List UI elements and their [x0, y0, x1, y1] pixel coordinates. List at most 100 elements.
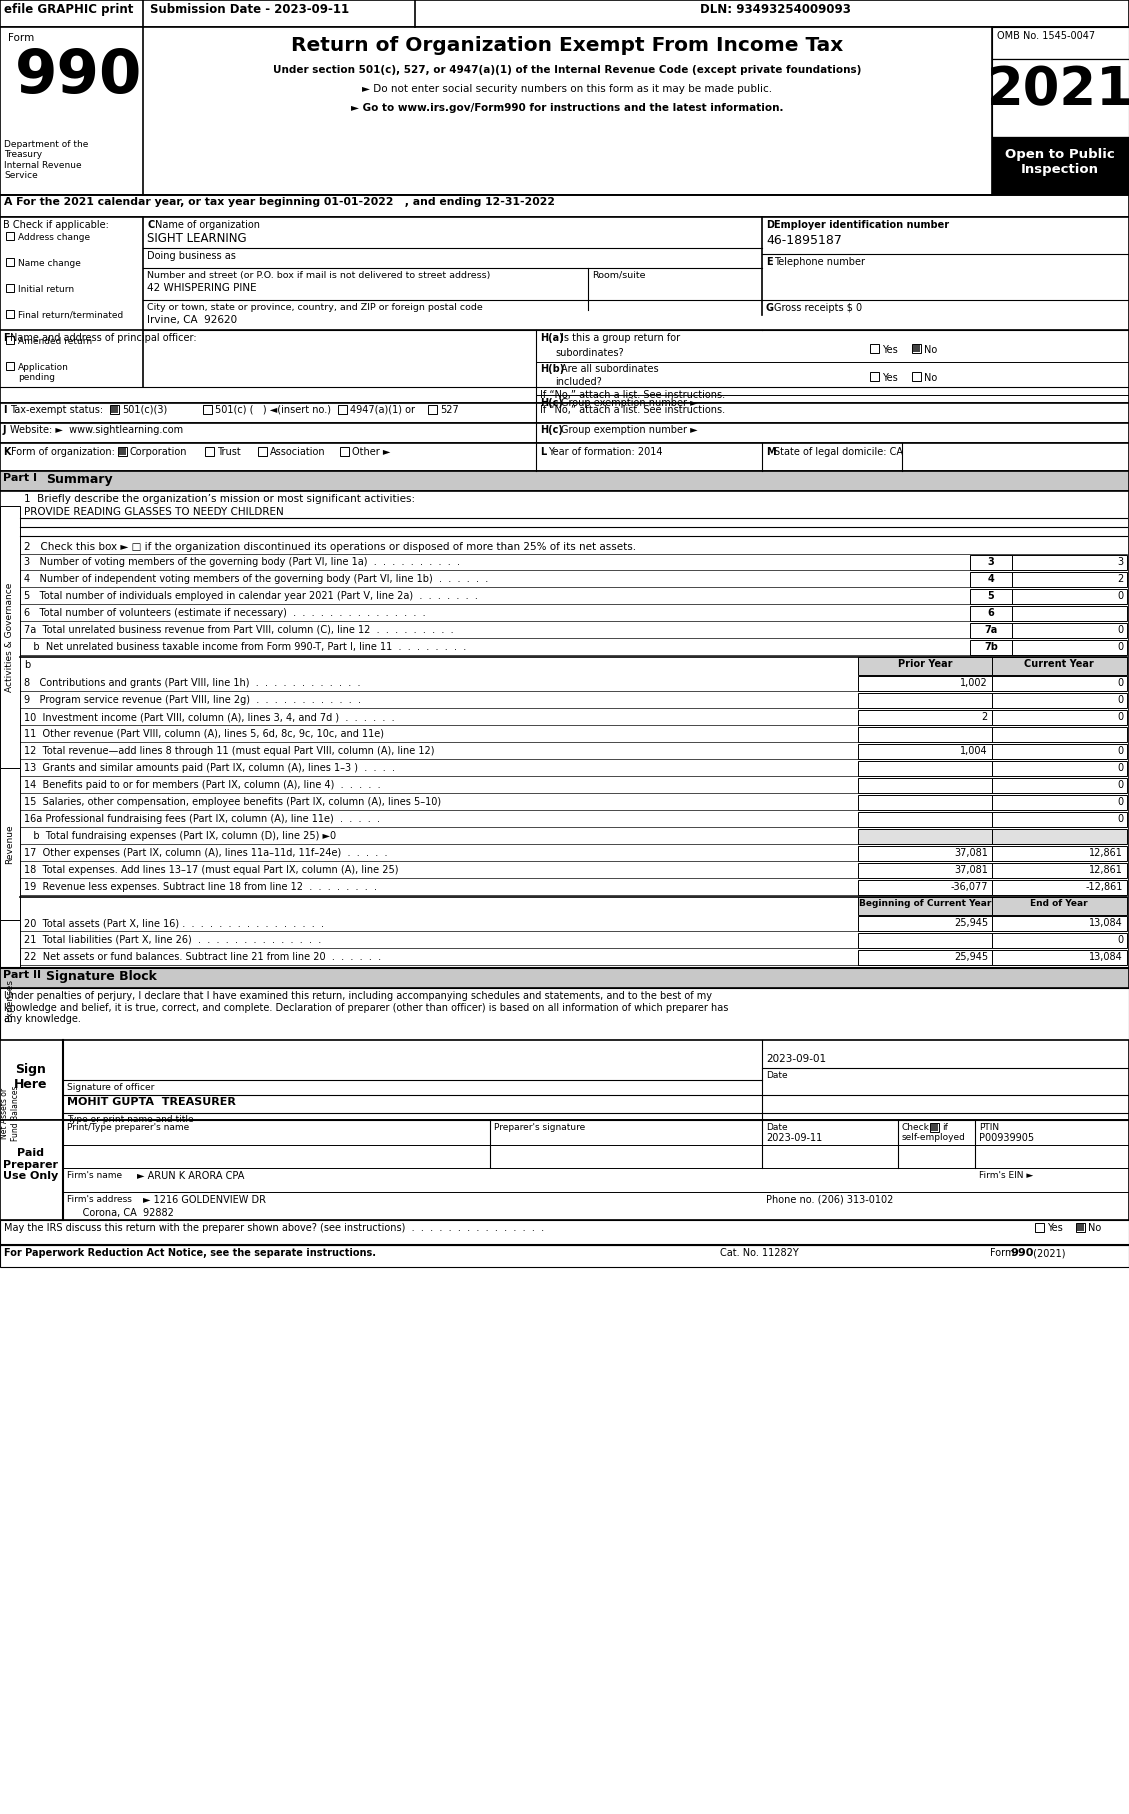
Text: No: No: [924, 345, 937, 356]
Text: Type or print name and title: Type or print name and title: [67, 1116, 194, 1125]
Text: H(c): H(c): [540, 397, 563, 408]
Text: Current Year: Current Year: [1024, 658, 1094, 669]
Bar: [992, 845, 1127, 862]
Bar: [992, 829, 1127, 844]
Text: 9   Program service revenue (Part VIII, line 2g)  .  .  .  .  .  .  .  .  .  .  : 9 Program service revenue (Part VIII, li…: [24, 695, 361, 706]
Text: 42 WHISPERING PINE: 42 WHISPERING PINE: [147, 283, 256, 294]
Text: Paid
Preparer
Use Only: Paid Preparer Use Only: [3, 1148, 59, 1181]
Text: 4: 4: [988, 573, 995, 584]
Text: 990: 990: [1010, 1248, 1033, 1257]
Text: Prior Year: Prior Year: [898, 658, 952, 669]
Text: Sign
Here: Sign Here: [15, 1063, 47, 1090]
Text: b  Total fundraising expenses (Part IX, column (D), line 25) ►0: b Total fundraising expenses (Part IX, c…: [24, 831, 336, 842]
Text: Corporation: Corporation: [130, 446, 187, 457]
Text: J: J: [3, 424, 7, 435]
Bar: [858, 693, 992, 707]
Text: 527: 527: [440, 405, 458, 415]
Text: 25,945: 25,945: [954, 952, 988, 961]
Bar: [338, 405, 347, 414]
Bar: [1077, 1224, 1084, 1232]
Bar: [992, 951, 1127, 965]
Text: Activities & Governance: Activities & Governance: [6, 582, 15, 691]
Bar: [992, 916, 1127, 931]
Bar: [0, 920, 20, 1079]
Text: Doing business as: Doing business as: [147, 250, 236, 261]
Text: Part I: Part I: [3, 473, 37, 483]
Text: City or town, state or province, country, and ZIP or foreign postal code: City or town, state or province, country…: [147, 303, 483, 312]
Bar: [992, 693, 1127, 707]
Text: (2021): (2021): [1030, 1248, 1066, 1257]
Text: ► Go to www.irs.gov/Form990 for instructions and the latest information.: ► Go to www.irs.gov/Form990 for instruct…: [351, 103, 784, 112]
Text: 0: 0: [1117, 746, 1123, 756]
Text: Under section 501(c), 527, or 4947(a)(1) of the Internal Revenue Code (except pr: Under section 501(c), 527, or 4947(a)(1)…: [273, 65, 861, 74]
Text: No: No: [924, 374, 937, 383]
Bar: [0, 194, 1129, 218]
Text: Other ►: Other ►: [352, 446, 391, 457]
Text: Yes: Yes: [1047, 1223, 1062, 1234]
Bar: [0, 443, 1129, 472]
Text: 2: 2: [982, 713, 988, 722]
Bar: [858, 813, 992, 827]
Text: Under penalties of perjury, I declare that I have examined this return, includin: Under penalties of perjury, I declare th…: [5, 990, 728, 1025]
Bar: [6, 363, 14, 370]
Text: Group exemption number ►: Group exemption number ►: [561, 397, 698, 408]
Bar: [259, 446, 266, 455]
Bar: [1035, 1223, 1044, 1232]
Bar: [1012, 640, 1127, 655]
Text: Firm's EIN ►: Firm's EIN ►: [979, 1172, 1033, 1179]
Text: Cat. No. 11282Y: Cat. No. 11282Y: [720, 1248, 798, 1257]
Text: Telephone number: Telephone number: [774, 258, 865, 267]
Text: 0: 0: [1117, 814, 1123, 824]
Bar: [870, 372, 879, 381]
Bar: [858, 932, 992, 949]
Bar: [0, 27, 1129, 194]
Bar: [992, 795, 1127, 811]
Text: Trust: Trust: [217, 446, 240, 457]
Text: 0: 0: [1117, 642, 1123, 651]
Text: F: F: [3, 334, 10, 343]
Text: 2   Check this box ► □ if the organization discontinued its operations or dispos: 2 Check this box ► □ if the organization…: [24, 542, 636, 551]
Text: Summary: Summary: [46, 473, 113, 486]
Bar: [992, 27, 1129, 60]
Bar: [0, 403, 1129, 423]
Text: SIGHT LEARNING: SIGHT LEARNING: [147, 232, 246, 245]
Text: 22  Net assets or fund balances. Subtract line 21 from line 20  .  .  .  .  .  .: 22 Net assets or fund balances. Subtract…: [24, 952, 382, 961]
Text: 2: 2: [1117, 573, 1123, 584]
Text: 1,004: 1,004: [961, 746, 988, 756]
Text: 0: 0: [1117, 695, 1123, 706]
Text: 19  Revenue less expenses. Subtract line 18 from line 12  .  .  .  .  .  .  .  .: 19 Revenue less expenses. Subtract line …: [24, 882, 377, 892]
Text: 3: 3: [988, 557, 995, 568]
Text: 1,002: 1,002: [961, 678, 988, 688]
Text: 990: 990: [15, 47, 142, 105]
Text: 3   Number of voting members of the governing body (Part VI, line 1a)  .  .  .  : 3 Number of voting members of the govern…: [24, 557, 460, 568]
Bar: [0, 218, 1129, 386]
Text: 0: 0: [1117, 713, 1123, 722]
Bar: [340, 446, 349, 455]
Text: 0: 0: [1117, 678, 1123, 688]
Bar: [858, 657, 992, 675]
Text: 501(c) (   ) ◄(insert no.): 501(c) ( ) ◄(insert no.): [215, 405, 331, 415]
Text: Signature of officer: Signature of officer: [67, 1083, 155, 1092]
Text: 0: 0: [1117, 934, 1123, 945]
Text: 37,081: 37,081: [954, 865, 988, 874]
Text: Submission Date - 2023-09-11: Submission Date - 2023-09-11: [150, 4, 349, 16]
Bar: [992, 762, 1127, 776]
Text: 18  Total expenses. Add lines 13–17 (must equal Part IX, column (A), line 25): 18 Total expenses. Add lines 13–17 (must…: [24, 865, 399, 874]
Text: Are all subordinates: Are all subordinates: [561, 365, 658, 374]
Bar: [0, 472, 1129, 492]
Text: Date: Date: [765, 1070, 788, 1079]
Bar: [0, 1221, 1129, 1244]
Text: PROVIDE READING GLASSES TO NEEDY CHILDREN: PROVIDE READING GLASSES TO NEEDY CHILDRE…: [24, 506, 283, 517]
Bar: [992, 863, 1127, 878]
Text: 7b: 7b: [984, 642, 998, 651]
Bar: [0, 767, 20, 920]
Bar: [858, 762, 992, 776]
Bar: [1076, 1223, 1085, 1232]
Text: H(a): H(a): [540, 334, 563, 343]
Text: 2023-09-01: 2023-09-01: [765, 1054, 826, 1065]
Bar: [1012, 622, 1127, 639]
Bar: [6, 285, 14, 292]
Bar: [992, 657, 1127, 675]
Text: self-employed: self-employed: [902, 1134, 966, 1143]
Text: Name and address of principal officer:: Name and address of principal officer:: [10, 334, 196, 343]
